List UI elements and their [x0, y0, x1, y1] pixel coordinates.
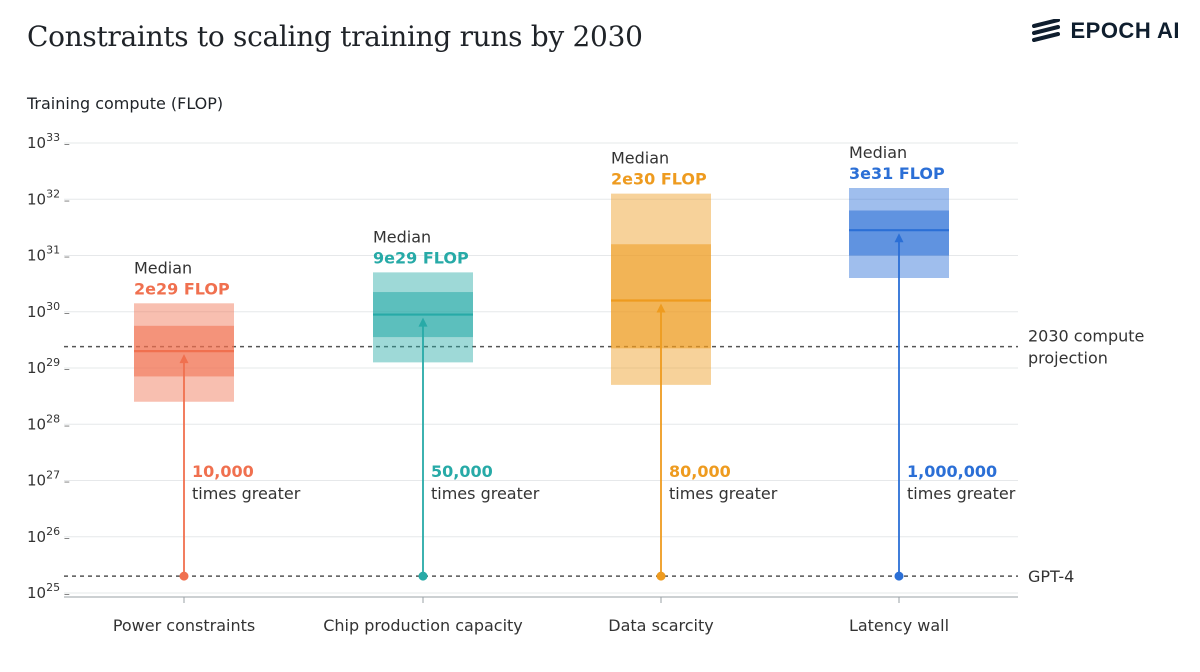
chart-title: Constraints to scaling training runs by … — [27, 20, 643, 53]
y-tick-label: 1033 – — [27, 131, 70, 152]
logo-text: EPOCH AI — [1070, 18, 1180, 43]
multiplier-value: 1,000,000 — [907, 462, 997, 481]
box-group-data-scarcity: Median 2e30 FLOP 80,000 times greater Data s… — [608, 149, 777, 635]
arrow-head — [179, 354, 189, 364]
multiplier-value: 10,000 — [192, 462, 254, 481]
multiplier-value: 50,000 — [431, 462, 493, 481]
arrow-head — [418, 317, 428, 327]
epoch-ai-logo: EPOCH AI — [1032, 18, 1180, 44]
reference-line-label: projection — [1028, 349, 1108, 368]
arrow-head — [894, 233, 904, 243]
y-tick-label: 1025 – — [27, 581, 70, 602]
median-value-label: 9e29 FLOP — [373, 248, 469, 267]
multiplier-value: 80,000 — [669, 462, 731, 481]
reference-line-label: GPT-4 — [1028, 567, 1074, 586]
y-tick-label: 1029 – — [27, 356, 70, 377]
gpt4-start-point — [656, 571, 666, 581]
y-tick-label: 1027 – — [27, 469, 70, 490]
box-group-chip-production-capacity: Median 9e29 FLOP 50,000 times greater Chip p… — [323, 227, 539, 635]
x-tick-label: Data scarcity — [608, 616, 713, 635]
y-tick-label: 1032 – — [27, 187, 70, 208]
multiplier-text: times greater — [907, 484, 1016, 503]
median-value-label: 2e29 FLOP — [134, 279, 230, 298]
y-axis-label: Training compute (FLOP) — [27, 94, 224, 113]
median-label: Median — [849, 143, 907, 162]
gpt4-start-point — [179, 571, 189, 581]
x-tick-label: Power constraints — [113, 616, 255, 635]
y-tick-label: 1031 – — [27, 244, 70, 265]
arrow-head — [656, 303, 666, 313]
multiplier-text: times greater — [431, 484, 540, 503]
median-label: Median — [134, 258, 192, 277]
box-group-power-constraints: Median 2e29 FLOP 10,000 times greater Power … — [113, 258, 301, 635]
y-tick-label: 1030 – — [27, 300, 70, 321]
reference-line-label: 2030 compute — [1028, 327, 1144, 346]
x-tick-label: Latency wall — [849, 616, 949, 635]
x-tick-label: Chip production capacity — [323, 616, 523, 635]
median-label: Median — [373, 227, 431, 246]
box-group-latency-wall: Median 3e31 FLOP 1,000,000 times greater Lat… — [849, 143, 1016, 635]
gpt4-start-point — [418, 571, 428, 581]
median-value-label: 2e30 FLOP — [611, 170, 707, 189]
median-value-label: 3e31 FLOP — [849, 164, 945, 183]
y-tick-label: 1028 – — [27, 412, 70, 433]
y-tick-label: 1026 – — [27, 525, 70, 546]
epoch-stripes-icon — [1032, 19, 1061, 42]
gpt4-start-point — [894, 571, 904, 581]
multiplier-text: times greater — [192, 484, 301, 503]
multiplier-text: times greater — [669, 484, 778, 503]
median-label: Median — [611, 149, 669, 168]
